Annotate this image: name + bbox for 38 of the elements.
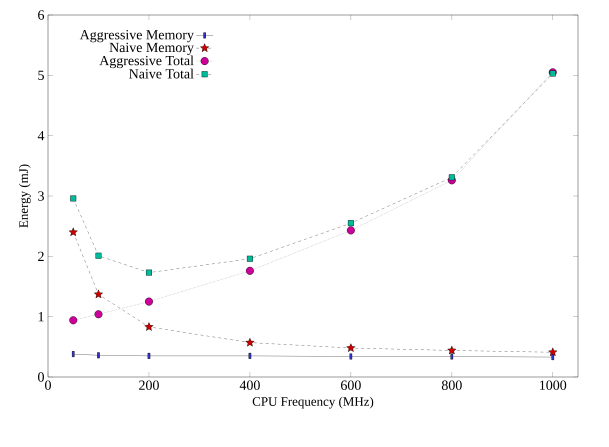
y-tick-label: 1 [38,312,44,322]
legend-label: Naive Total [129,68,194,78]
x-tick-label: 1000 [540,380,566,390]
x-tick-label: 0 [45,380,51,390]
point [550,70,556,77]
y-tick-label: 3 [38,191,44,201]
point [144,322,154,331]
point [348,220,354,226]
point [245,338,254,346]
point [95,252,102,259]
point [146,270,152,276]
point [68,228,78,236]
x-axis-title: CPU Frequency (MHz) [252,396,374,409]
point [94,310,102,318]
y-tick-label: 2 [38,252,44,261]
y-axis-title: Energy (mJ) [18,164,31,228]
point [447,346,456,354]
point [94,290,103,298]
point [69,316,78,324]
legend-label: Naive Memory [110,42,194,56]
y-tick-label: 5 [38,70,44,80]
point [548,348,558,356]
x-tick-label: 600 [340,380,361,390]
y-tick-label: 6 [38,10,44,20]
point [70,195,76,202]
legend-label: Aggressive Total [99,55,194,68]
point [246,256,253,262]
x-tick-label: 400 [240,380,260,390]
x-tick-label: 800 [442,380,462,390]
x-tick-label: 200 [139,380,159,390]
point [144,298,153,306]
legend-label: Aggressive Memory [80,30,194,42]
point [448,174,455,180]
y-tick-label: 4 [38,131,44,140]
point [346,226,355,234]
point [246,266,254,275]
point [346,343,356,352]
y-tick-label: 0 [38,372,44,382]
